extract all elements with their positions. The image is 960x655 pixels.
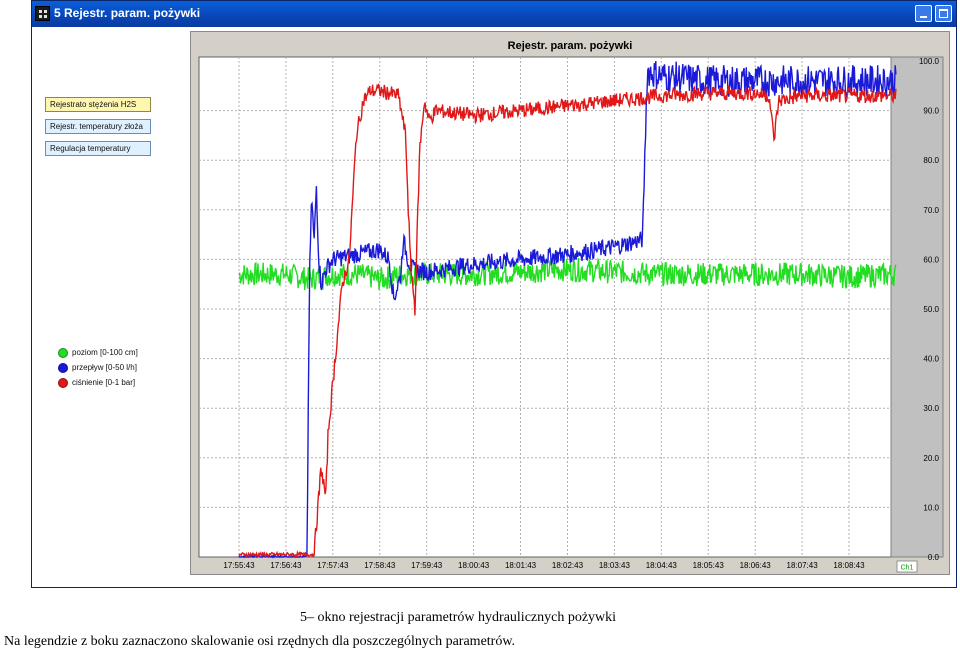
- x-tick-label: 18:08:43: [833, 561, 865, 570]
- legend-label-przeplyw: przepływ [0-50 l/h]: [72, 363, 137, 372]
- temperature-control-button[interactable]: Regulacja temperatury: [45, 141, 151, 156]
- x-tick-label: 17:59:43: [411, 561, 443, 570]
- x-tick-label: 17:58:43: [364, 561, 396, 570]
- figure-caption: 5– okno rejestracji parametrów hydraulic…: [300, 610, 617, 625]
- series-line-cisnienie: [238, 83, 897, 559]
- legend-item-przeplyw: przepływ [0-50 l/h]: [58, 360, 138, 375]
- x-tick-label: 18:05:43: [693, 561, 725, 570]
- window-client-area: Rejestrato stężenia H2S Rejestr. tempera…: [32, 27, 956, 587]
- y-tick-label: 0.0: [928, 553, 940, 562]
- y-tick-label: 40.0: [923, 355, 939, 364]
- x-tick-label: 18:07:43: [787, 561, 819, 570]
- x-tick-label: 18:00:43: [458, 561, 490, 570]
- legend-label-cisnienie: ciśnienie [0-1 bar]: [72, 378, 136, 387]
- series-line-poziom: [238, 257, 897, 291]
- legend-label-poziom: poziom [0-100 cm]: [72, 348, 138, 357]
- x-tick-label: 18:04:43: [646, 561, 678, 570]
- h2s-recorder-button[interactable]: Rejestrato stężenia H2S: [45, 97, 151, 112]
- x-tick-label: 18:01:43: [505, 561, 537, 570]
- title-bar[interactable]: 5 Rejestr. param. pożywki: [32, 1, 956, 27]
- x-tick-label: 17:57:43: [317, 561, 349, 570]
- chart-title: Rejestr. param. pożywki: [507, 40, 633, 52]
- channel-label: Ch1: [901, 565, 914, 572]
- x-tick-label: 18:03:43: [599, 561, 631, 570]
- y-axis-strip: [890, 56, 944, 558]
- x-tick-label: 17:55:43: [223, 561, 255, 570]
- maximize-button[interactable]: [935, 5, 952, 22]
- y-tick-label: 70.0: [923, 206, 939, 215]
- y-tick-label: 60.0: [923, 255, 939, 264]
- green-dot-icon: [58, 347, 68, 358]
- y-tick-label: 20.0: [923, 454, 939, 463]
- y-tick-label: 30.0: [923, 404, 939, 413]
- x-tick-label: 18:06:43: [740, 561, 772, 570]
- legend-item-cisnienie: ciśnienie [0-1 bar]: [58, 375, 138, 390]
- minimize-button[interactable]: [915, 5, 932, 22]
- x-tick-label: 18:02:43: [552, 561, 584, 570]
- y-tick-label: 50.0: [923, 305, 939, 314]
- app-icon[interactable]: [35, 6, 50, 21]
- app-window: 5 Rejestr. param. pożywki Rejestrato stę…: [31, 0, 957, 588]
- bed-temperature-recorder-button[interactable]: Rejestr. temperatury złoża: [45, 119, 151, 134]
- blue-dot-icon: [58, 362, 68, 373]
- window-title: 5 Rejestr. param. pożywki: [54, 6, 201, 20]
- channel-label-box: [896, 560, 918, 573]
- series-line-przeplyw: [238, 60, 897, 559]
- chart-panel: Rejestr. param. pożywki 100.0 90.0 80.0 70.…: [190, 31, 950, 575]
- figure-description: Na legendzie z boku zaznaczono skalowani…: [4, 634, 516, 649]
- y-tick-label: 10.0: [923, 503, 939, 512]
- y-tick-label: 100.0: [919, 57, 940, 66]
- chart-legend: poziom [0-100 cm] przepływ [0-50 l/h] ci…: [58, 345, 138, 390]
- red-dot-icon: [58, 377, 68, 388]
- legend-item-poziom: poziom [0-100 cm]: [58, 345, 138, 360]
- plot-area: [198, 56, 892, 558]
- y-tick-label: 80.0: [923, 156, 939, 165]
- x-tick-label: 17:56:43: [270, 561, 302, 570]
- chart-svg: 100.0 90.0 80.0 70.0 60.0 50.0 40.0 30.0 20.0 10.…: [198, 56, 944, 573]
- y-tick-label: 90.0: [923, 107, 939, 116]
